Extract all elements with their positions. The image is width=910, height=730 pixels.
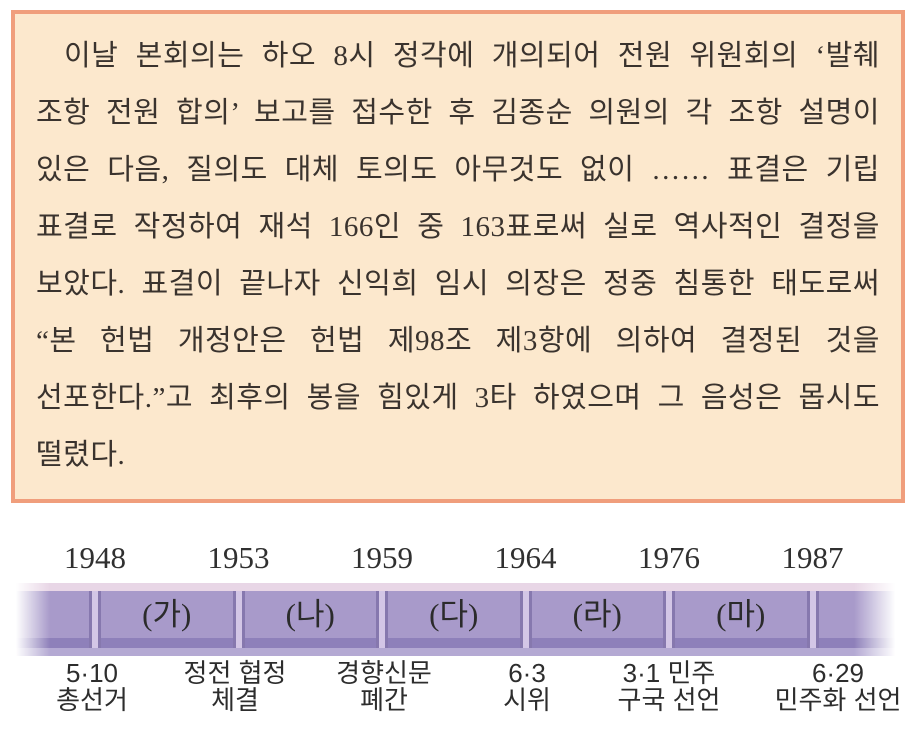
event-line: 6·3 [508, 658, 546, 688]
event-629-declaration: 6·29 민주화 선언 [775, 660, 902, 714]
event-31-declaration: 3·1 민주 구국 선언 [618, 660, 721, 714]
event-line: 5·10 [65, 658, 119, 688]
event-kyunghyang-shutdown: 경향신문 폐간 [336, 660, 432, 714]
timeline-tick-1976 [663, 591, 675, 648]
quote-line: 조항 전원 합의’ 보고를 접수한 후 김종순 의원의 각 조항 설명이 [36, 97, 880, 129]
timeline-segment-ga: (가) [142, 597, 192, 632]
event-armistice: 정전 협정 체결 [184, 660, 287, 714]
event-line: 경향신문 [336, 658, 432, 688]
quote-line: 있은 다음, 질의도 대체 토의도 아무것도 없이 …… 표결은 기립 [36, 154, 880, 186]
timeline-year-1953: 1953 [207, 540, 270, 575]
timeline-segment-ma: (마) [716, 597, 766, 632]
timeline-year-1976: 1976 [638, 540, 700, 575]
event-line: 폐간 [360, 685, 408, 715]
timeline-year-1959: 1959 [351, 540, 413, 575]
event-line: 시위 [503, 685, 551, 715]
timeline-year-1987: 1987 [781, 540, 844, 575]
timeline-year-1964: 1964 [494, 540, 557, 575]
quote-line: 선포한다.”고 최후의 봉을 힘있게 3타 하였으며 그 음성은 몹시도 [36, 382, 880, 414]
timeline-tick-1959 [376, 591, 388, 648]
quote-line: 이날 본회의는 하오 8시 정각에 개의되어 전원 위원회의 ‘발췌 [64, 40, 880, 72]
timeline-tick-1953 [232, 591, 245, 648]
quote-line: 보았다. 표결이 끝나자 신익희 임시 의장은 정중 침통한 태도로써 [36, 268, 880, 300]
bar-left-fade [12, 583, 50, 656]
quote-box: 이날 본회의는 하오 8시 정각에 개의되어 전원 위원회의 ‘발췌 조항 전원… [11, 10, 905, 503]
event-line: 체결 [211, 685, 259, 715]
event-line: 정전 협정 [183, 658, 287, 688]
timeline-tick-1987 [806, 591, 819, 648]
event-510-election: 5·10 총선거 [56, 660, 128, 714]
bar-right-fade [854, 583, 898, 656]
quote-line: 표결로 작정하여 재석 166인 중 163표로써 실로 역사적인 결정을 [36, 211, 880, 243]
timeline-bar: (가) (나) (다) (라) (마) [12, 583, 898, 656]
timeline-tick-1948 [89, 591, 101, 648]
event-line: 구국 선언 [617, 685, 721, 715]
event-line: 민주화 선언 [774, 685, 902, 715]
timeline-year-1948: 1948 [64, 540, 126, 575]
quote-line: “본 헌법 개정안은 헌법 제98조 제3항에 의하여 결정된 것을 [36, 325, 880, 357]
timeline-segment-ra: (라) [572, 597, 622, 632]
quote-line: 떨렸다. [36, 439, 126, 471]
timeline-segment-da: (다) [429, 597, 479, 632]
event-63-protest: 6·3 시위 [503, 660, 551, 714]
timeline-tick-1964 [519, 591, 532, 648]
event-line: 6·29 [811, 658, 865, 688]
event-line: 총선거 [56, 685, 128, 715]
event-line: 3·1 민주 [622, 658, 716, 688]
timeline-segment-na: (나) [285, 597, 335, 632]
